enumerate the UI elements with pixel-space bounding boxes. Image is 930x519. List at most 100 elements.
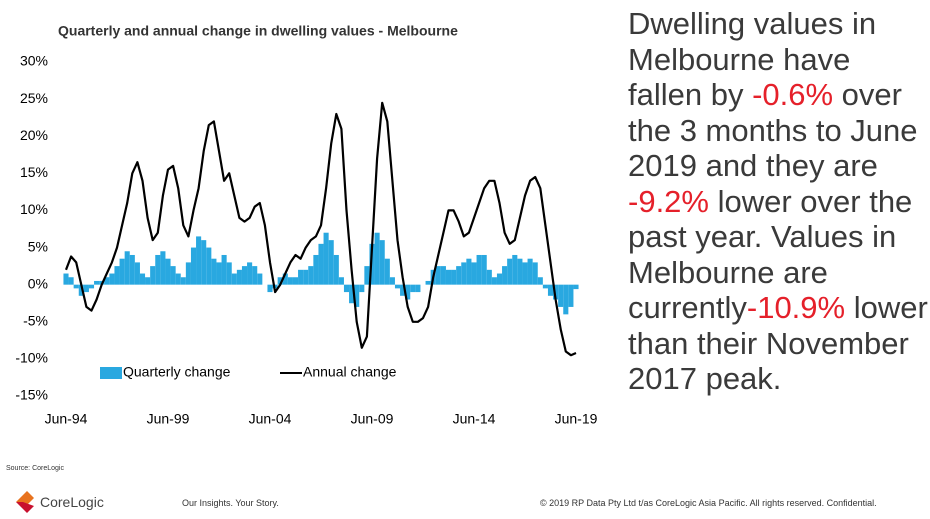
commentary-text: Dwelling values in Melbourne have fallen… [628,6,877,112]
legend-swatch [100,367,122,379]
bar [277,277,283,285]
bar [94,280,100,285]
bar [374,232,380,285]
bar [247,262,253,285]
bar [124,251,130,285]
bar [119,258,125,285]
tagline: Our Insights. Your Story. [182,498,279,508]
bar [563,284,569,315]
bar [568,284,574,307]
bar [201,240,207,285]
bar [435,266,441,285]
bar [354,284,360,307]
bar [522,262,528,285]
bar [338,277,344,285]
bar [282,273,288,285]
bar [476,254,482,285]
bar [236,269,242,285]
bar [165,258,171,285]
y-tick-label: 0% [28,275,48,291]
bar [175,273,181,285]
bar [252,266,258,285]
bar [379,240,385,285]
bar [145,277,151,285]
bar [349,284,355,304]
y-tick-label: -5% [23,312,48,328]
bar [532,262,538,285]
y-tick-label: 20% [20,127,48,143]
bar [129,254,135,285]
bar [512,254,518,285]
bar [456,266,462,285]
commentary-highlight: -0.6% [752,77,834,112]
commentary-text: over the 3 months to June 2019 and they … [628,77,918,183]
bar [440,266,446,285]
bar [257,273,263,285]
commentary-text: lower than their November 2017 peak. [628,290,928,396]
bar [104,277,110,285]
bar [573,284,579,290]
bar [114,266,120,285]
y-tick-label: 5% [28,238,48,254]
bar [73,284,79,289]
y-tick-label: 15% [20,164,48,180]
bar [292,277,299,285]
y-tick-label: 10% [20,201,48,217]
bar [481,254,487,285]
bar [308,266,314,285]
bar [63,273,69,285]
bar [405,284,411,300]
y-tick-label: 30% [20,53,48,69]
copyright: © 2019 RP Data Pty Ltd t/as CoreLogic As… [540,498,877,508]
bar [507,258,513,285]
bar [160,251,166,285]
bar [333,254,339,285]
bar [415,284,421,293]
source: Source: CoreLogic [6,465,64,472]
bar [527,258,533,285]
bar [109,273,115,285]
x-tick-label: Jun-19 [555,411,598,427]
bar [328,240,334,285]
bar [267,284,273,293]
bar [303,269,309,285]
bar [150,266,156,285]
bar [206,247,212,285]
bar [542,284,548,289]
bar [231,273,237,285]
bar [547,284,554,296]
bar [343,284,350,293]
bar [323,232,329,285]
bar [298,269,304,285]
bar [139,273,146,285]
bar [394,284,401,289]
bar [180,277,186,285]
commentary-highlight: -10.9% [746,290,846,325]
y-tick-label: -15% [15,387,48,403]
bar [461,262,467,285]
bar [170,266,176,285]
y-tick-label: -10% [15,350,48,366]
bar [384,258,390,285]
bar [359,284,365,293]
bar [185,262,191,285]
bar [318,243,324,285]
bar [88,284,95,289]
bar [451,269,457,285]
bar [502,266,508,285]
bar [83,284,89,293]
logo-text: CoreLogic [40,494,104,510]
bar [211,258,217,285]
bar [364,266,370,285]
bar [425,280,431,285]
chart-title: Quarterly and annual change in dwelling … [58,23,458,39]
x-tick-label: Jun-99 [147,411,190,427]
bar [517,258,523,285]
commentary-text: lower over the past year. Values in Melb… [628,183,913,326]
bar [410,284,416,293]
bar [221,254,227,285]
bar [134,262,140,285]
bar [400,284,406,296]
bar [196,236,202,285]
